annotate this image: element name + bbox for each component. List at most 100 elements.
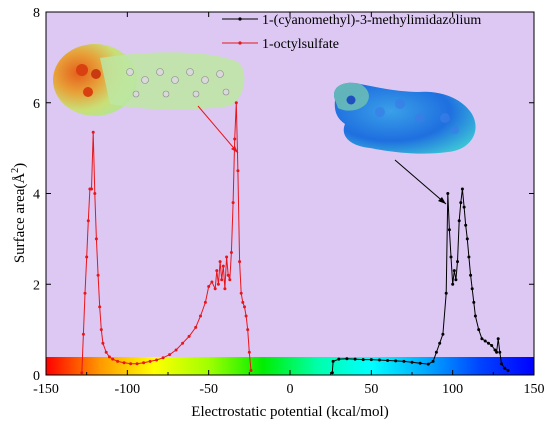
data-point [452, 269, 456, 273]
octylsulfate-arrow [197, 105, 239, 154]
data-point [231, 201, 235, 205]
data-point [161, 356, 165, 360]
data-point [86, 219, 90, 223]
legend-marker-imidazolium [238, 17, 242, 21]
x-tick-label: -100 [114, 382, 140, 397]
data-point [459, 201, 463, 205]
y-tick-label: 6 [33, 97, 40, 112]
data-point [174, 348, 178, 352]
data-point [83, 291, 87, 295]
data-point [233, 137, 237, 141]
y-tick-labels: 0 2 4 6 8 [33, 6, 40, 384]
data-point [221, 264, 225, 268]
data-point [503, 366, 507, 370]
x-tick-label: 0 [287, 382, 294, 397]
data-point [90, 187, 93, 191]
data-point [465, 237, 469, 241]
data-point [394, 359, 398, 363]
data-point [472, 300, 476, 304]
data-point [215, 269, 219, 273]
data-point [155, 358, 159, 362]
data-point [378, 358, 381, 362]
octylsulfate-molecule-image [53, 44, 245, 116]
imidazolium-arrowhead [438, 197, 446, 204]
data-point [496, 337, 500, 341]
data-point [337, 357, 341, 361]
data-point [246, 328, 250, 332]
data-point [148, 359, 152, 363]
data-point [244, 314, 248, 318]
data-point [122, 361, 126, 365]
data-point [331, 359, 335, 363]
x-tick-label: -50 [199, 382, 218, 397]
data-point [469, 273, 473, 277]
legend-label-octylsulfate: 1-octylsulfate [262, 37, 339, 52]
data-point [111, 357, 115, 361]
data-point [438, 341, 442, 345]
data-point [473, 314, 477, 318]
data-point [225, 255, 229, 259]
data-point [446, 192, 450, 195]
data-point [467, 255, 471, 259]
legend: 1-(cyanomethyl)-3-methylimidazolium 1-oc… [222, 13, 481, 52]
data-point [210, 280, 214, 284]
data-point [369, 358, 373, 362]
data-point [239, 291, 243, 295]
data-point [243, 305, 246, 309]
data-point [487, 341, 490, 345]
data-point [456, 260, 459, 264]
data-point [98, 305, 102, 309]
data-point [129, 362, 133, 366]
data-point [223, 287, 227, 291]
imidazolium-arrow [394, 159, 447, 205]
data-point [386, 359, 390, 362]
data-point [236, 169, 240, 173]
data-point [444, 291, 448, 295]
data-point [135, 362, 139, 366]
data-point [199, 314, 202, 318]
y-tick-label: 4 [33, 188, 40, 203]
data-point [447, 228, 451, 232]
data-point [168, 353, 172, 357]
x-tick-label: 100 [442, 382, 463, 397]
x-tick-label: 150 [524, 382, 545, 397]
data-point [464, 223, 468, 227]
data-point [85, 255, 89, 259]
data-point [91, 130, 95, 134]
data-point [107, 355, 111, 359]
legend-marker-octylsulfate [238, 41, 242, 45]
data-point [238, 260, 242, 264]
axis-ticks [45, 11, 535, 376]
data-point [234, 101, 238, 105]
data-point [94, 237, 98, 241]
data-point [207, 285, 211, 288]
data-point [426, 362, 430, 366]
data-point [216, 282, 220, 286]
data-point [181, 341, 185, 345]
data-point [480, 337, 484, 341]
y-tick-label: 8 [33, 6, 40, 21]
data-point [228, 278, 232, 282]
data-point [194, 325, 198, 329]
data-point [80, 371, 84, 375]
data-point [330, 371, 334, 375]
data-point [454, 278, 458, 282]
legend-label-imidazolium: 1-(cyanomethyl)-3-methylimidazolium [262, 13, 481, 28]
data-point [498, 350, 502, 354]
data-point [249, 369, 253, 372]
data-point [470, 287, 474, 291]
data-point [493, 348, 497, 352]
series-0 [330, 187, 510, 375]
data-point [203, 300, 207, 304]
series-1 [80, 101, 253, 375]
data-point [418, 361, 422, 365]
data-point [402, 359, 406, 363]
data-point [477, 328, 481, 332]
data-point [506, 369, 510, 372]
data-point [495, 350, 499, 354]
data-point [104, 350, 108, 354]
data-point [483, 339, 487, 343]
data-point [187, 334, 191, 338]
data-point [441, 332, 445, 336]
data-point [431, 359, 435, 363]
